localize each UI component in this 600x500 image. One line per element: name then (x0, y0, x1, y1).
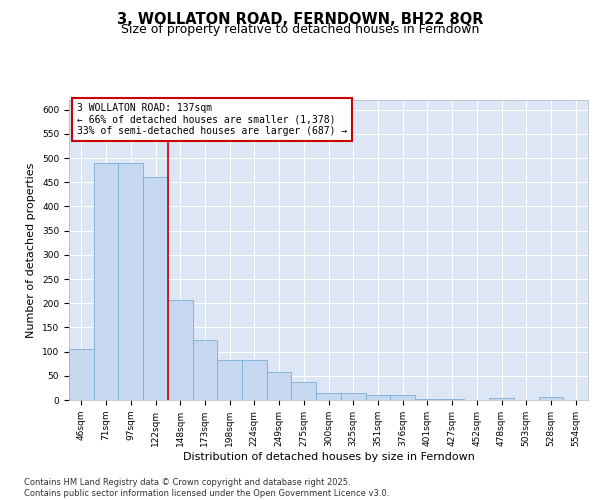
Bar (390, 394, 415, 400)
Bar (440, 399, 464, 400)
Bar (267, 372, 292, 400)
Bar (292, 382, 316, 400)
X-axis label: Distribution of detached houses by size in Ferndown: Distribution of detached houses by size … (182, 452, 475, 462)
Bar (69, 349, 94, 400)
Text: Size of property relative to detached houses in Ferndown: Size of property relative to detached ho… (121, 22, 479, 36)
Bar (539, 397, 563, 400)
Bar (94, 163, 118, 400)
Bar (316, 392, 341, 400)
Bar (489, 398, 514, 400)
Bar (341, 392, 365, 400)
Bar (415, 399, 440, 400)
Bar (193, 340, 217, 400)
Bar (118, 163, 143, 400)
Y-axis label: Number of detached properties: Number of detached properties (26, 162, 37, 338)
Bar (242, 360, 267, 400)
Text: 3, WOLLATON ROAD, FERNDOWN, BH22 8QR: 3, WOLLATON ROAD, FERNDOWN, BH22 8QR (117, 12, 483, 28)
Bar (365, 395, 390, 400)
Bar (168, 300, 193, 400)
Text: Contains HM Land Registry data © Crown copyright and database right 2025.
Contai: Contains HM Land Registry data © Crown c… (24, 478, 389, 498)
Bar (217, 360, 242, 400)
Bar (143, 178, 168, 400)
Text: 3 WOLLATON ROAD: 137sqm
← 66% of detached houses are smaller (1,378)
33% of semi: 3 WOLLATON ROAD: 137sqm ← 66% of detache… (77, 103, 347, 136)
